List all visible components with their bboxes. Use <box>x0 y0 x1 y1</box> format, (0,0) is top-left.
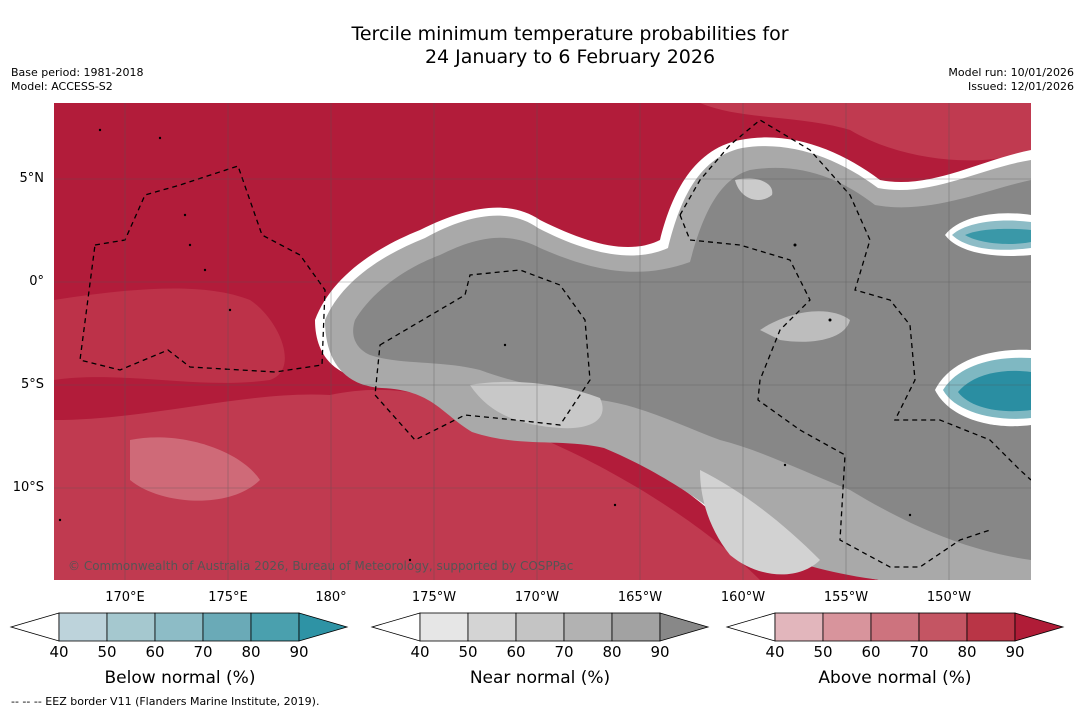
below-normal-core-north <box>965 228 1031 244</box>
model-name: Model: ACCESS-S2 <box>11 80 113 93</box>
cbar-below-tick-40: 40 <box>49 643 69 661</box>
near-normal-patch-center <box>760 311 850 342</box>
cbar-above-tick-50: 50 <box>813 643 833 661</box>
cbar-above-tick-40: 40 <box>765 643 785 661</box>
map-area <box>54 103 1031 580</box>
above-normal-region-west <box>54 288 285 383</box>
above-normal-region-north <box>700 103 1031 161</box>
near-normal-patch-south <box>700 470 820 575</box>
cbar-near-segment-1 <box>467 612 517 642</box>
cbar-near-extend-low <box>370 612 421 642</box>
cbar-above-title: Above normal (%) <box>818 668 972 688</box>
cbar-near-segment-3 <box>563 612 613 642</box>
lon-label-155w: 155°W <box>823 590 869 605</box>
title-line-2: 24 January to 6 February 2026 <box>424 46 716 68</box>
lon-label-160w: 160°W <box>720 590 766 605</box>
cbar-near-segment-4 <box>611 612 661 642</box>
eez-border-tokelau <box>374 269 591 441</box>
lon-label-150w: 150°W <box>926 590 972 605</box>
cbar-above-segment-1 <box>822 612 872 642</box>
cbar-near-tick-70: 70 <box>554 643 574 661</box>
near-normal-region-dark <box>353 167 1031 560</box>
cbar-above-segment-0 <box>774 612 824 642</box>
cbar-below-segment-4 <box>250 612 300 642</box>
lat-label-0: 0° <box>29 274 44 289</box>
lon-label-170e: 170°E <box>105 590 145 605</box>
cbar-below-tick-50: 50 <box>97 643 117 661</box>
cbar-near-tick-40: 40 <box>410 643 430 661</box>
cbar-near-tick-80: 80 <box>602 643 622 661</box>
cbar-near-title: Near normal (%) <box>469 668 611 688</box>
meta-right: Model run: 10/01/2026 Issued: 12/01/2026 <box>948 66 1074 94</box>
cbar-below-segment-2 <box>154 612 204 642</box>
cbar-above-segment-4 <box>966 612 1016 642</box>
cbar-near-segment-2 <box>515 612 565 642</box>
cbar-below-tick-70: 70 <box>193 643 213 661</box>
chart-title: Tercile minimum temperature probabilitie… <box>0 23 1085 69</box>
cbar-below-extend-high <box>298 612 349 642</box>
eez-border-tuvalu <box>79 165 326 373</box>
gridlines <box>54 103 1031 580</box>
cbar-below-title: Below normal (%) <box>104 668 256 688</box>
cbar-above-tick-80: 80 <box>957 643 977 661</box>
cbar-below-segment-1 <box>106 612 156 642</box>
lon-label-175e: 175°E <box>208 590 248 605</box>
cbar-below-segment-3 <box>202 612 252 642</box>
above-normal-patch-south <box>130 437 260 501</box>
cbar-below-extend-low <box>9 612 60 642</box>
issued-date: Issued: 12/01/2026 <box>967 80 1074 93</box>
cbar-near-tick-60: 60 <box>506 643 526 661</box>
cbar-below-tick-90: 90 <box>289 643 309 661</box>
cbar-above-tick-70: 70 <box>909 643 929 661</box>
meta-left: Base period: 1981-2018 Model: ACCESS-S2 <box>11 66 143 94</box>
cbar-below-tick-80: 80 <box>241 643 261 661</box>
cbar-near-tick-50: 50 <box>458 643 478 661</box>
colorbars <box>9 612 1065 642</box>
lat-label-10s: 10°S <box>12 480 44 495</box>
cbar-above-tick-90: 90 <box>1005 643 1025 661</box>
near-normal-patch-light <box>470 381 603 429</box>
eez-footnote: -- -- -- EEZ border V11 (Flanders Marine… <box>11 695 320 708</box>
cbar-below-segment-0 <box>58 612 108 642</box>
cbar-near-extend-high <box>659 612 710 642</box>
cbar-above-segment-3 <box>918 612 968 642</box>
cbar-above-extend-high <box>1014 612 1065 642</box>
base-period: Base period: 1981-2018 <box>11 66 144 79</box>
above-normal-region-mid <box>54 389 760 580</box>
near-normal-patch-north <box>735 178 773 200</box>
cbar-near-segment-0 <box>419 612 469 642</box>
cbar-above-segment-2 <box>870 612 920 642</box>
lat-label-5s: 5°S <box>20 377 44 392</box>
lon-label-170w: 170°W <box>514 590 560 605</box>
eez-border-line-islands <box>679 214 991 568</box>
model-run: Model run: 10/01/2026 <box>948 66 1074 79</box>
cbar-near-tick-90: 90 <box>650 643 670 661</box>
islands <box>58 128 912 562</box>
below-normal-core-south <box>958 370 1031 412</box>
cbar-below-tick-60: 60 <box>145 643 165 661</box>
lat-label-5n: 5°N <box>19 171 45 186</box>
eez-borders <box>79 119 1031 568</box>
lon-label-180: 180° <box>315 590 347 605</box>
lon-label-175w: 175°W <box>411 590 457 605</box>
cbar-above-tick-60: 60 <box>861 643 881 661</box>
cbar-above-extend-low <box>725 612 776 642</box>
copyright-notice: © Commonwealth of Australia 2026, Bureau… <box>68 559 574 573</box>
lon-label-165w: 165°W <box>617 590 663 605</box>
eez-border-kiribati <box>679 119 1031 481</box>
title-line-1: Tercile minimum temperature probabilitie… <box>351 23 789 45</box>
